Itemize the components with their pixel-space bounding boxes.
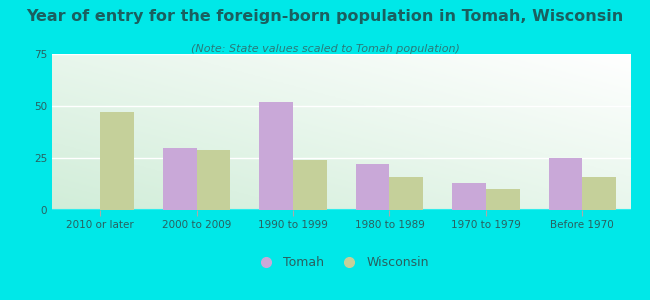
Text: Year of entry for the foreign-born population in Tomah, Wisconsin: Year of entry for the foreign-born popul… — [27, 9, 623, 24]
Bar — [452, 183, 486, 210]
Bar — [100, 112, 134, 210]
Bar — [549, 158, 582, 210]
Bar — [259, 102, 293, 210]
Bar — [582, 177, 616, 210]
Bar — [196, 150, 230, 210]
Bar — [163, 148, 196, 210]
Legend: Tomah, Wisconsin: Tomah, Wisconsin — [248, 251, 434, 274]
Bar — [293, 160, 327, 210]
Text: (Note: State values scaled to Tomah population): (Note: State values scaled to Tomah popu… — [190, 44, 460, 53]
Bar — [356, 164, 389, 210]
Bar — [389, 177, 423, 210]
Bar — [486, 189, 519, 210]
